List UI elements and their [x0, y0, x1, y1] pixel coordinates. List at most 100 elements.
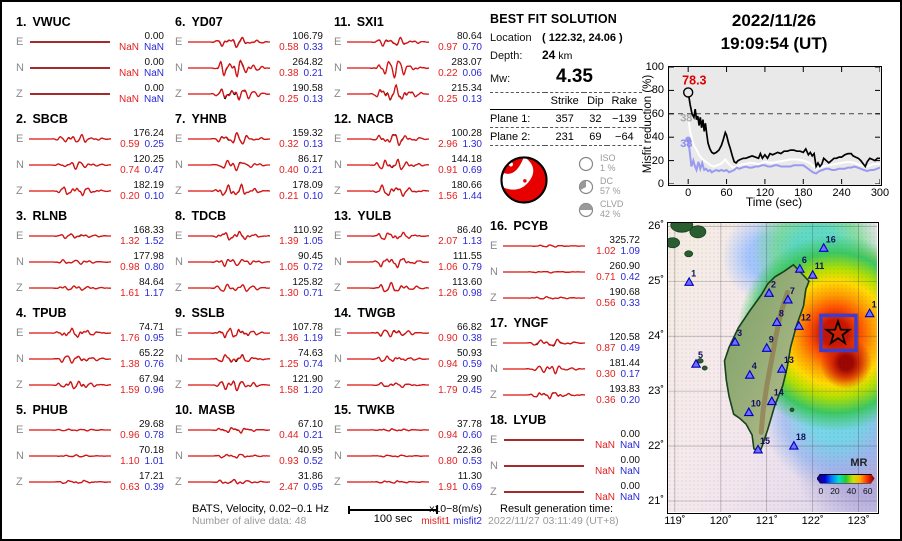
component-row: Z 215.34 0.25 0.13 [334, 81, 482, 107]
misfit-values: 0.25 0.13 [432, 94, 482, 105]
y-tick-label: 20 [651, 154, 664, 167]
misfit2-value: NaN [143, 42, 164, 53]
trace-values: 159.32 0.32 0.13 [273, 128, 323, 150]
misfit-values: NaN NaN [590, 440, 640, 451]
misfit1-value: 1.26 [438, 288, 458, 299]
waveform-trace [29, 327, 112, 339]
amplitude-value: 90.45 [297, 251, 323, 262]
misfit1-value: 0.94 [438, 430, 458, 441]
coast-island [683, 249, 693, 257]
waveform-trace [347, 480, 429, 484]
bats-caption: BATS, Velocity, 0.02−0.1 Hz Number of al… [192, 503, 329, 527]
amplitude-value: 31.86 [297, 471, 323, 482]
x-tick-label: 60 [720, 187, 733, 199]
component-label: N [334, 256, 342, 268]
trace-values: 0.00 NaN NaN [590, 455, 640, 477]
amplitude-value: 0.00 [620, 429, 640, 440]
station-header: 7. YHNB [175, 109, 323, 126]
station-block: 4. TPUB E 74.71 1.76 0.95 N 65.22 1.38 0.76 Z 67.94… [16, 303, 164, 400]
trace-values: 190.58 0.25 0.13 [273, 83, 323, 105]
decomposition-name: ISO [600, 153, 616, 163]
waveform-trace [347, 60, 430, 79]
misfit-plot-xlabel: Time (sec) [745, 195, 803, 209]
depth-label: Depth: [490, 50, 523, 62]
misfit2-value: 0.49 [620, 343, 640, 354]
station-header: 15. TWKB [334, 400, 482, 417]
map-station-marker [793, 320, 804, 330]
misfit2-value: 0.96 [144, 385, 164, 396]
decomposition-text: ISO 1 % [600, 153, 616, 173]
misfit2-value: 0.38 [462, 333, 482, 344]
component-row: N 74.63 1.25 0.74 [175, 346, 323, 372]
trace-values: 120.25 0.74 0.47 [114, 154, 164, 176]
misfit-values: 0.32 0.13 [273, 139, 323, 150]
station-number: 2. [16, 112, 27, 126]
trace-values: 215.34 0.25 0.13 [432, 83, 482, 105]
waveform-trace [504, 465, 584, 467]
units-caption: x10−8(m/s) misfit1 misfit2 [408, 503, 482, 528]
waveform-trace [29, 133, 111, 143]
component-row: N 264.82 0.38 0.21 [175, 55, 323, 81]
map-station-marker [864, 307, 875, 317]
misfit-values: 0.87 0.49 [590, 343, 640, 354]
amplitude-value: 177.98 [133, 251, 164, 262]
trace-values: 31.86 2.47 0.95 [273, 471, 323, 493]
waveform-trace [188, 426, 270, 434]
misfit-values: 2.07 1.13 [432, 236, 482, 247]
event-date: 2022/11/26 [731, 11, 817, 30]
location-value: ( 122.32, 24.06 ) [542, 32, 623, 44]
misfit2-value: 1.44 [462, 191, 482, 202]
misfit1-value: 0.94 [438, 359, 458, 370]
coast-island [789, 407, 794, 412]
colorbar-ticks: 0 20 40 60 [817, 486, 875, 496]
waveform-trace [347, 355, 429, 362]
trace-values: 84.64 1.61 1.17 [114, 277, 164, 299]
station-number: 7. [175, 112, 186, 126]
solution-title: BEST FIT SOLUTION [490, 12, 618, 26]
trace-values: 40.95 0.93 0.52 [273, 445, 323, 467]
component-label: N [334, 450, 342, 462]
component-row: Z 125.82 1.30 0.71 [175, 275, 323, 301]
component-label: Z [16, 379, 23, 391]
strike-dip-rake-table: Strike Dip Rake Plane 1: 357 32 −139 Plane 2… [490, 92, 642, 146]
misfit2-value: 0.52 [303, 456, 323, 467]
x-tick-label: 120 [755, 187, 775, 199]
lon-tick-label: 123˚ [847, 515, 870, 527]
dc-mechanism-icon [578, 179, 594, 194]
map-station-id: 8 [778, 308, 783, 318]
result-time-title: Result generation time: [500, 503, 614, 515]
station-number: 10. [175, 403, 193, 417]
trace-values: 182.19 0.20 0.10 [114, 180, 164, 202]
waveform-trace [29, 186, 111, 197]
trace-values: 144.18 0.91 0.69 [432, 154, 482, 176]
mountain-ridge [758, 289, 790, 435]
component-row: E 168.33 1.32 1.52 [16, 223, 164, 249]
component-row: N 50.93 0.94 0.59 [334, 346, 482, 372]
misfit-values: NaN NaN [590, 492, 640, 503]
map-station-id: 18 [795, 432, 805, 442]
map-station-marker [807, 269, 818, 279]
misfit1-value: 0.36 [596, 395, 616, 406]
misfit-values: 0.74 0.47 [114, 165, 164, 176]
misfit1-value: 0.98 [120, 262, 140, 273]
component-label: Z [16, 185, 23, 197]
waveform-trace [347, 158, 429, 171]
component-label: Z [334, 185, 341, 197]
station-number: 1. [16, 15, 27, 29]
lat-tick-label: 22˚ [648, 440, 664, 453]
plane-cell: Plane 2: [490, 127, 546, 146]
component-row: E 67.10 0.44 0.21 [175, 417, 323, 443]
taiwan-island [723, 263, 810, 453]
station-name: TWKB [357, 403, 395, 417]
component-row: E 74.71 1.76 0.95 [16, 320, 164, 346]
misfit1-value: 0.21 [279, 191, 299, 202]
component-row: Z 67.94 1.59 0.96 [16, 372, 164, 398]
misfit-values: 0.97 0.70 [432, 42, 482, 53]
plane-cell: 32 [584, 109, 607, 128]
component-row: E 120.58 0.87 0.49 [490, 330, 640, 356]
lon-tick-label: 120˚ [709, 515, 732, 527]
misfit2-value: 0.10 [144, 191, 164, 202]
waveform-trace [188, 327, 270, 339]
station-header: 11. SXI1 [334, 12, 482, 29]
misfit1-value: 0.93 [279, 456, 299, 467]
